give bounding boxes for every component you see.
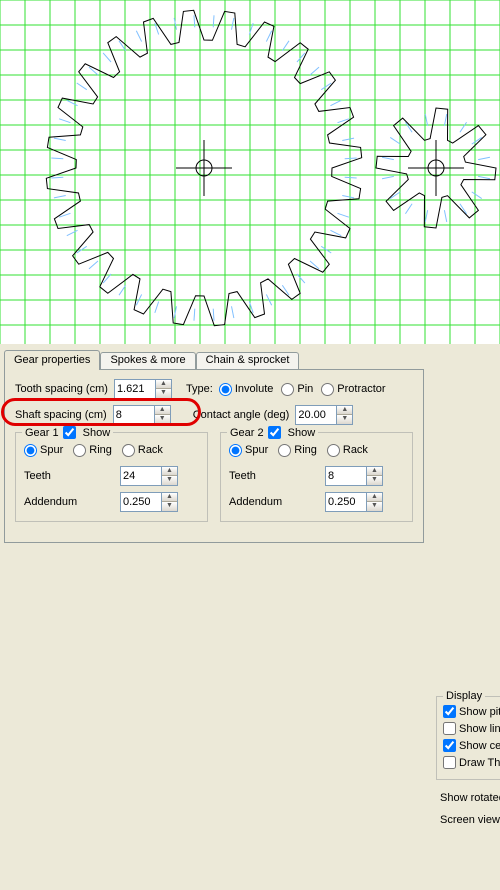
type-pin-label: Pin — [297, 383, 313, 395]
spin-down-icon[interactable]: ▼ — [162, 502, 177, 511]
spin-up-icon[interactable]: ▲ — [367, 467, 382, 476]
show-center-checkbox[interactable] — [443, 739, 456, 752]
properties-panel: Gear properties Spokes & more Chain & sp… — [0, 344, 500, 548]
contact-angle-label: Contact angle (deg) — [193, 409, 290, 421]
spin-up-icon[interactable]: ▲ — [162, 493, 177, 502]
show-center-label: Show center — [459, 740, 500, 752]
show-pitch-label: Show pitch d — [459, 706, 500, 718]
gear2-addendum-input[interactable] — [325, 492, 367, 512]
contact-angle-input[interactable] — [295, 405, 337, 425]
spin-down-icon[interactable]: ▼ — [155, 415, 170, 424]
spin-down-icon[interactable]: ▼ — [156, 389, 171, 398]
tooth-spacing-input[interactable] — [114, 379, 156, 399]
type-pin-radio[interactable] — [281, 383, 294, 396]
display-legend: Display — [443, 690, 485, 702]
tooth-spacing-label: Tooth spacing (cm) — [15, 383, 108, 395]
tooth-spacing-spinner[interactable]: ▲▼ — [114, 379, 172, 399]
display-panel: Display Show pitch d Show line of c Show… — [436, 690, 500, 890]
gear1-rack-label: Rack — [138, 444, 163, 456]
gear1-ring-label: Ring — [89, 444, 112, 456]
gear1-addendum-label: Addendum — [24, 496, 114, 508]
shaft-spacing-label: Shaft spacing (cm) — [15, 409, 107, 421]
gear2-show-checkbox[interactable] — [268, 426, 281, 439]
gear1-teeth-input[interactable] — [120, 466, 162, 486]
gear2-addendum-label: Addendum — [229, 496, 319, 508]
gear1-show-label: Show — [83, 427, 111, 439]
gear2-legend: Gear 2 — [230, 427, 264, 439]
gear2-teeth-input[interactable] — [325, 466, 367, 486]
spin-up-icon[interactable]: ▲ — [337, 406, 352, 415]
spin-down-icon[interactable]: ▼ — [162, 476, 177, 485]
tab-body: Tooth spacing (cm) ▲▼ Type: Involute Pin… — [4, 369, 424, 543]
shaft-spacing-input[interactable] — [113, 405, 155, 425]
contact-angle-spinner[interactable]: ▲▼ — [295, 405, 353, 425]
type-protractor-radio[interactable] — [321, 383, 334, 396]
gear1-addendum-input[interactable] — [120, 492, 162, 512]
spin-down-icon[interactable]: ▼ — [367, 476, 382, 485]
tab-strip: Gear properties Spokes & more Chain & sp… — [4, 350, 299, 370]
gear1-spur-label: Spur — [40, 444, 63, 456]
gear1-legend: Gear 1 — [25, 427, 59, 439]
show-pitch-checkbox[interactable] — [443, 705, 456, 718]
tab-gear-properties[interactable]: Gear properties — [4, 350, 100, 370]
gear2-rack-label: Rack — [343, 444, 368, 456]
gear2-spur-radio[interactable] — [229, 444, 242, 457]
drawing-canvas — [0, 0, 500, 344]
screen-view-width-label: Screen view width — [440, 814, 500, 826]
gear2-group: Gear 2 Show Spur Ring Rack Teeth ▲▼ Adde… — [220, 432, 413, 522]
gear1-ring-radio[interactable] — [73, 444, 86, 457]
gear1-show-checkbox[interactable] — [63, 426, 76, 439]
gear2-ring-label: Ring — [294, 444, 317, 456]
type-protractor-label: Protractor — [337, 383, 385, 395]
gear2-addendum-spinner[interactable]: ▲▼ — [325, 492, 383, 512]
gear1-addendum-spinner[interactable]: ▲▼ — [120, 492, 178, 512]
type-label: Type: — [186, 383, 213, 395]
gear1-teeth-spinner[interactable]: ▲▼ — [120, 466, 178, 486]
gear2-spur-label: Spur — [245, 444, 268, 456]
show-lineof-label: Show line of c — [459, 723, 500, 735]
shaft-spacing-spinner[interactable]: ▲▼ — [113, 405, 171, 425]
spin-down-icon[interactable]: ▼ — [337, 415, 352, 424]
gear1-rack-radio[interactable] — [122, 444, 135, 457]
gear2-show-label: Show — [288, 427, 316, 439]
draw-thicker-label: Draw Thicker — [459, 757, 500, 769]
gear2-ring-radio[interactable] — [278, 444, 291, 457]
gear1-teeth-label: Teeth — [24, 470, 114, 482]
type-involute-radio[interactable] — [219, 383, 232, 396]
gear1-group: Gear 1 Show Spur Ring Rack Teeth ▲▼ Adde… — [15, 432, 208, 522]
spin-down-icon[interactable]: ▼ — [367, 502, 382, 511]
gear2-rack-radio[interactable] — [327, 444, 340, 457]
type-involute-label: Involute — [235, 383, 274, 395]
gear1-spur-radio[interactable] — [24, 444, 37, 457]
show-rotated-label: Show rotated (% o — [440, 792, 500, 804]
spin-up-icon[interactable]: ▲ — [162, 467, 177, 476]
show-lineof-checkbox[interactable] — [443, 722, 456, 735]
gear2-teeth-label: Teeth — [229, 470, 319, 482]
gear2-teeth-spinner[interactable]: ▲▼ — [325, 466, 383, 486]
spin-up-icon[interactable]: ▲ — [367, 493, 382, 502]
spin-up-icon[interactable]: ▲ — [156, 380, 171, 389]
spin-up-icon[interactable]: ▲ — [155, 406, 170, 415]
draw-thicker-checkbox[interactable] — [443, 756, 456, 769]
